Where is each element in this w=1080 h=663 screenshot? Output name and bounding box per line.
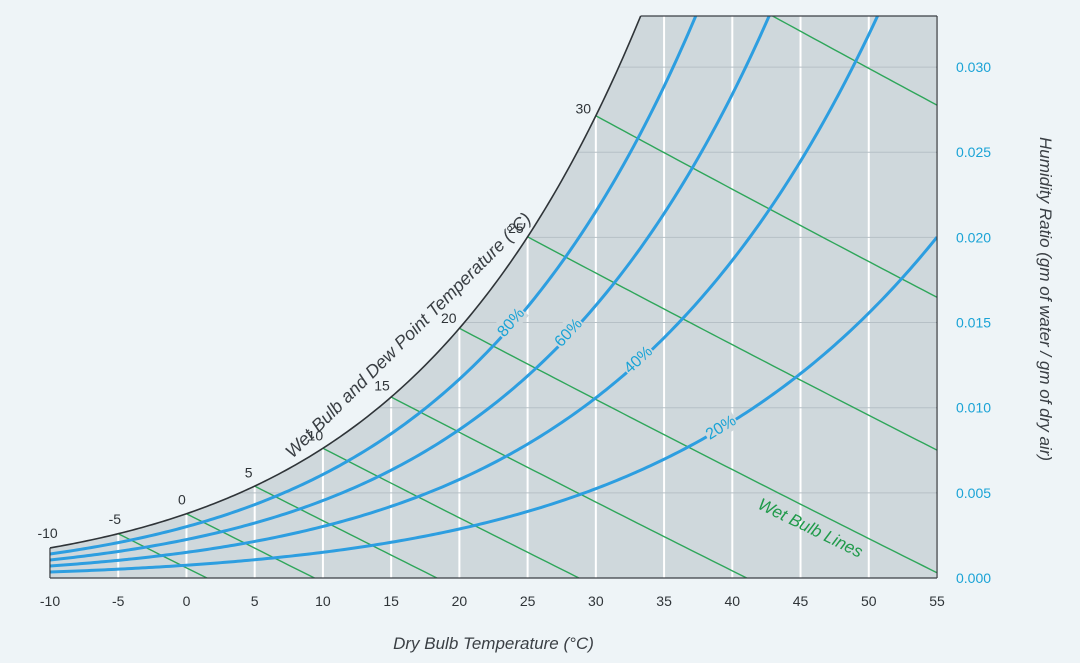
y-tick-label: 0.010: [956, 400, 991, 416]
y-tick-label: 0.025: [956, 144, 991, 160]
saturation-temp-label: 25: [508, 220, 524, 236]
wet-bulb-line-25: [527, 236, 937, 451]
x-tick-label: 0: [183, 593, 191, 609]
wet-bulb-line-20: [459, 327, 937, 574]
x-tick-label: 10: [315, 593, 331, 609]
wet-bulb-line-5: [254, 485, 501, 578]
y-tick-label: 0.000: [956, 570, 991, 586]
rh-curve-80: [50, 16, 937, 556]
x-tick-label: 55: [929, 593, 945, 609]
x-tick-label: -5: [112, 593, 125, 609]
x-tick-label: 40: [725, 593, 741, 609]
wet-bulb-line-0: [186, 513, 378, 578]
x-tick-label: 45: [793, 593, 809, 609]
x-tick-label: 35: [656, 593, 672, 609]
wet-bulb-line-30: [595, 115, 937, 298]
wet-bulb-line-35: [663, 16, 937, 106]
x-tick-label: 20: [452, 593, 468, 609]
saturation-temp-label: 30: [575, 101, 591, 117]
rh-curve-60: [50, 16, 937, 562]
saturation-temp-label: 20: [441, 310, 457, 326]
saturation-curve: [49, 15, 642, 549]
saturation-temp-label: -10: [37, 525, 57, 541]
rh-label-background: [700, 409, 741, 444]
rh-label-background: [491, 302, 529, 342]
saturation-temp-label: 15: [374, 377, 390, 393]
x-axis-title: Dry Bulb Temperature (°C): [393, 634, 594, 653]
x-tick-label: 5: [251, 593, 259, 609]
rh-curve-40: [50, 16, 937, 568]
y-tick-label: 0.030: [956, 59, 991, 75]
rh-curve-20: [50, 236, 937, 574]
x-tick-label: 25: [520, 593, 536, 609]
x-tick-label: -10: [40, 593, 60, 609]
saturation-temp-label: 10: [308, 427, 324, 443]
y-tick-label: 0.005: [956, 485, 991, 501]
y-tick-label: 0.015: [956, 315, 991, 331]
x-tick-label: 30: [588, 593, 604, 609]
wet-bulb-line-10: [322, 447, 644, 578]
x-tick-label: 15: [383, 593, 399, 609]
wet-bulb-line-15: [390, 396, 815, 578]
saturation-temp-label: 5: [245, 464, 253, 480]
saturation-temp-label: -5: [109, 511, 122, 527]
y-axis-title: Humidity Ratio (gm of water / gm of dry …: [1036, 137, 1055, 461]
x-tick-label: 50: [861, 593, 877, 609]
rh-label-background: [548, 312, 587, 352]
y-tick-label: 0.020: [956, 229, 991, 245]
rh-label-background: [618, 340, 657, 378]
saturation-temp-label: 0: [178, 492, 186, 508]
